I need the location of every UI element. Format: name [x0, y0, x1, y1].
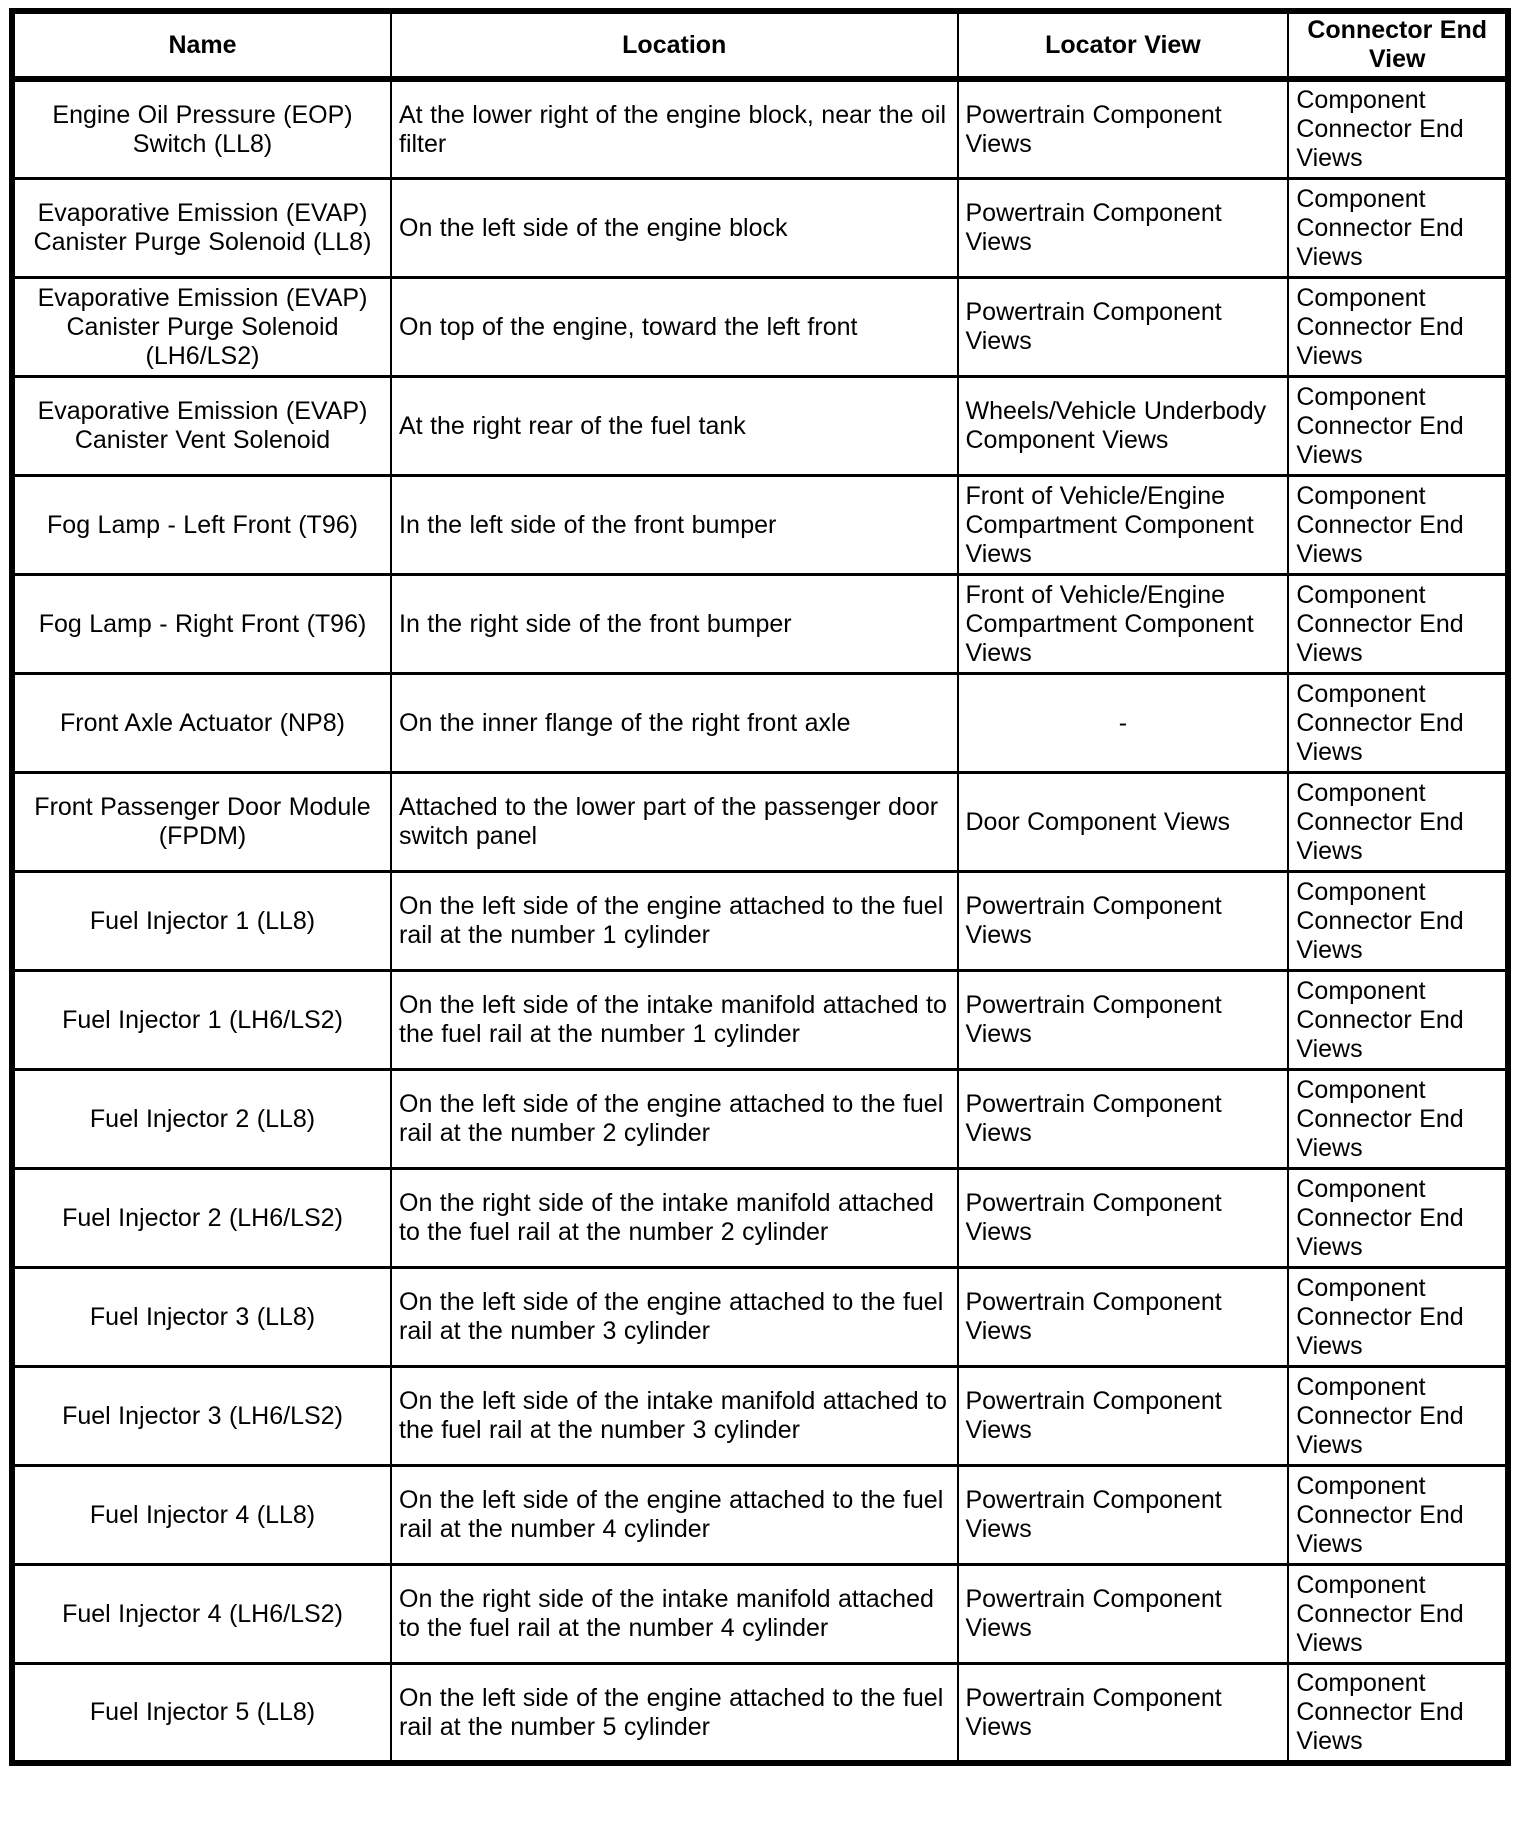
- component-connector-end-view: Component Connector End Views: [1287, 1365, 1509, 1467]
- component-connector-end-view: Component Connector End Views: [1287, 870, 1509, 972]
- component-location: In the right side of the front bumper: [390, 573, 959, 675]
- component-connector-end-view: Component Connector End Views: [1287, 276, 1509, 378]
- component-location: At the lower right of the engine block, …: [390, 77, 959, 180]
- component-name: Front Passenger Door Module (FPDM): [11, 771, 392, 873]
- table-row: Front Axle Actuator (NP8) On the inner f…: [11, 672, 1509, 774]
- component-location: On the right side of the intake manifold…: [390, 1167, 959, 1269]
- table-row: Fuel Injector 1 (LH6/LS2) On the left si…: [11, 969, 1509, 1071]
- component-location: On the left side of the engine attached …: [390, 1266, 959, 1368]
- component-connector-end-view: Component Connector End Views: [1287, 1167, 1509, 1269]
- component-location: In the left side of the front bumper: [390, 474, 959, 576]
- component-connector-end-view: Component Connector End Views: [1287, 1464, 1509, 1566]
- component-connector-end-view: Component Connector End Views: [1287, 474, 1509, 576]
- component-name: Fuel Injector 3 (LL8): [11, 1266, 392, 1368]
- component-location: At the right rear of the fuel tank: [390, 375, 959, 477]
- component-locator-view: Powertrain Component Views: [956, 177, 1290, 279]
- component-location: On top of the engine, toward the left fr…: [390, 276, 959, 378]
- component-locator-view: Powertrain Component Views: [956, 276, 1290, 378]
- component-locator-view: Powertrain Component Views: [956, 77, 1290, 180]
- table-row: Fog Lamp - Right Front (T96) In the righ…: [11, 573, 1509, 675]
- component-location: On the left side of the intake manifold …: [390, 1365, 959, 1467]
- component-locator-view: Powertrain Component Views: [956, 1662, 1290, 1765]
- component-name: Evaporative Emission (EVAP) Canister Pur…: [11, 276, 392, 378]
- component-locator-view: Powertrain Component Views: [956, 1068, 1290, 1170]
- table-row: Evaporative Emission (EVAP) Canister Pur…: [11, 177, 1509, 279]
- component-connector-end-view: Component Connector End Views: [1287, 1266, 1509, 1368]
- component-name: Evaporative Emission (EVAP) Canister Pur…: [11, 177, 392, 279]
- component-connector-end-view: Component Connector End Views: [1287, 1662, 1509, 1765]
- component-name: Fuel Injector 1 (LL8): [11, 870, 392, 972]
- table-row: Fuel Injector 1 (LL8) On the left side o…: [11, 870, 1509, 972]
- table-row: Fog Lamp - Left Front (T96) In the left …: [11, 474, 1509, 576]
- component-name: Fog Lamp - Right Front (T96): [11, 573, 392, 675]
- component-connector-end-view: Component Connector End Views: [1287, 177, 1509, 279]
- component-locator-view: Powertrain Component Views: [956, 1167, 1290, 1269]
- component-connector-end-view: Component Connector End Views: [1287, 375, 1509, 477]
- component-name: Fog Lamp - Left Front (T96): [11, 474, 392, 576]
- column-header-location: Location: [390, 10, 959, 82]
- component-name: Fuel Injector 4 (LH6/LS2): [11, 1563, 392, 1665]
- table-row: Fuel Injector 3 (LH6/LS2) On the left si…: [11, 1365, 1509, 1467]
- table-header: Name Location Locator View Connector End…: [11, 10, 1509, 82]
- component-name: Fuel Injector 2 (LL8): [11, 1068, 392, 1170]
- table-body: Engine Oil Pressure (EOP) Switch (LL8) A…: [11, 77, 1509, 1765]
- component-name: Fuel Injector 5 (LL8): [11, 1662, 392, 1765]
- table-row: Fuel Injector 4 (LH6/LS2) On the right s…: [11, 1563, 1509, 1665]
- component-locator-view: Powertrain Component Views: [956, 1266, 1290, 1368]
- component-name: Fuel Injector 2 (LH6/LS2): [11, 1167, 392, 1269]
- component-locator-view: Front of Vehicle/Engine Compartment Comp…: [956, 474, 1290, 576]
- component-locator-view: -: [956, 672, 1290, 774]
- table-row: Fuel Injector 5 (LL8) On the left side o…: [11, 1662, 1509, 1765]
- component-name: Fuel Injector 4 (LL8): [11, 1464, 392, 1566]
- component-name: Fuel Injector 3 (LH6/LS2): [11, 1365, 392, 1467]
- component-location: On the left side of the intake manifold …: [390, 969, 959, 1071]
- component-name: Front Axle Actuator (NP8): [11, 672, 392, 774]
- component-locator-view: Powertrain Component Views: [956, 1464, 1290, 1566]
- component-location: On the left side of the engine attached …: [390, 1068, 959, 1170]
- column-header-connector-end-view: Connector End View: [1287, 10, 1509, 82]
- table-row: Engine Oil Pressure (EOP) Switch (LL8) A…: [11, 77, 1509, 180]
- component-location: On the left side of the engine attached …: [390, 1464, 959, 1566]
- component-locator-view: Door Component Views: [956, 771, 1290, 873]
- table-row: Fuel Injector 4 (LL8) On the left side o…: [11, 1464, 1509, 1566]
- component-connector-end-view: Component Connector End Views: [1287, 672, 1509, 774]
- component-location: On the left side of the engine block: [390, 177, 959, 279]
- component-connector-end-view: Component Connector End Views: [1287, 1563, 1509, 1665]
- component-locator-view: Wheels/Vehicle Underbody Component Views: [956, 375, 1290, 477]
- header-row: Name Location Locator View Connector End…: [11, 10, 1509, 82]
- component-connector-end-view: Component Connector End Views: [1287, 573, 1509, 675]
- component-locator-view: Powertrain Component Views: [956, 870, 1290, 972]
- component-locator-view: Front of Vehicle/Engine Compartment Comp…: [956, 573, 1290, 675]
- column-header-name: Name: [11, 10, 392, 82]
- component-locator-view: Powertrain Component Views: [956, 1563, 1290, 1665]
- component-locator-view: Powertrain Component Views: [956, 1365, 1290, 1467]
- component-location: On the inner flange of the right front a…: [390, 672, 959, 774]
- table-row: Fuel Injector 2 (LL8) On the left side o…: [11, 1068, 1509, 1170]
- table-row: Evaporative Emission (EVAP) Canister Pur…: [11, 276, 1509, 378]
- component-location: Attached to the lower part of the passen…: [390, 771, 959, 873]
- component-name: Evaporative Emission (EVAP) Canister Ven…: [11, 375, 392, 477]
- component-connector-end-view: Component Connector End Views: [1287, 77, 1509, 180]
- table-row: Fuel Injector 3 (LL8) On the left side o…: [11, 1266, 1509, 1368]
- component-location: On the left side of the engine attached …: [390, 870, 959, 972]
- column-header-locator-view: Locator View: [956, 10, 1290, 82]
- component-locator-view: Powertrain Component Views: [956, 969, 1290, 1071]
- component-location: On the right side of the intake manifold…: [390, 1563, 959, 1665]
- table-row: Front Passenger Door Module (FPDM) Attac…: [11, 771, 1509, 873]
- table-row: Evaporative Emission (EVAP) Canister Ven…: [11, 375, 1509, 477]
- component-connector-table: Name Location Locator View Connector End…: [9, 8, 1511, 1766]
- component-name: Engine Oil Pressure (EOP) Switch (LL8): [11, 77, 392, 180]
- table-row: Fuel Injector 2 (LH6/LS2) On the right s…: [11, 1167, 1509, 1269]
- component-connector-end-view: Component Connector End Views: [1287, 969, 1509, 1071]
- component-connector-end-view: Component Connector End Views: [1287, 771, 1509, 873]
- component-name: Fuel Injector 1 (LH6/LS2): [11, 969, 392, 1071]
- component-location: On the left side of the engine attached …: [390, 1662, 959, 1765]
- component-connector-end-view: Component Connector End Views: [1287, 1068, 1509, 1170]
